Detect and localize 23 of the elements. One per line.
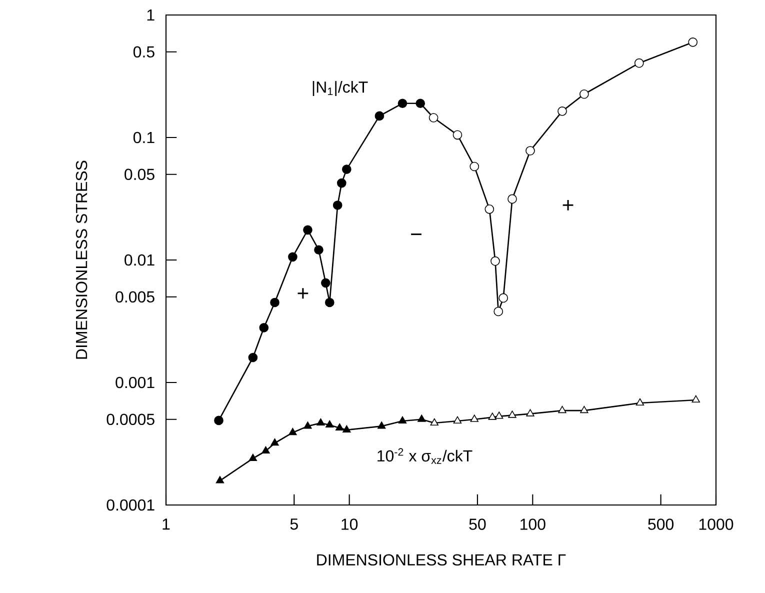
y-tick-label: 0.05 — [124, 168, 154, 180]
annotation: − — [411, 234, 422, 236]
y-tick-label: 0.0005 — [106, 414, 154, 426]
x-tick-label: 1 — [162, 518, 170, 530]
series-label: 10$^{-2}$ x σ$_{xz}$/ckT — [378, 448, 472, 464]
annotation: + — [298, 288, 308, 299]
y-axis-title: DIMENSIONLESS STRESS — [76, 160, 88, 359]
x-tick-label: 50 — [469, 518, 486, 530]
x-tick-label: 5 — [290, 518, 298, 530]
x-tick-label: 100 — [520, 518, 546, 530]
y-tick-label: 0.1 — [133, 132, 154, 144]
y-tick-label: 1 — [147, 10, 154, 21]
x-axis-title: DIMENSIONLESS SHEAR RATE Γ — [317, 554, 566, 566]
x-tick-label: 500 — [648, 518, 674, 530]
annotation: + — [562, 200, 574, 210]
y-tick-label: 0.5 — [133, 46, 154, 58]
y-tick-label: 0.01 — [124, 254, 154, 266]
x-tick-label: 10 — [342, 518, 358, 530]
y-tick-label: 0.0001 — [106, 499, 154, 511]
y-tick-label: 0.005 — [116, 291, 154, 303]
y-tick-label: 0.001 — [116, 376, 154, 388]
series-label: |N$_{1}$|/ckT — [312, 81, 368, 96]
x-tick-label: 1000 — [699, 518, 734, 530]
